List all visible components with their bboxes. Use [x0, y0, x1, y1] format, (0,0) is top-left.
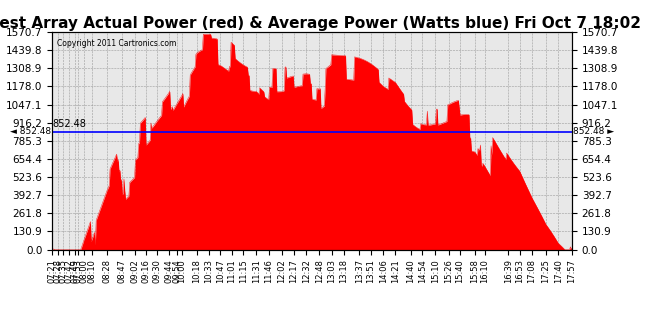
Text: Copyright 2011 Cartronics.com: Copyright 2011 Cartronics.com: [57, 38, 177, 48]
Text: 852.48: 852.48: [52, 119, 86, 129]
Text: 852.48 ►: 852.48 ►: [573, 127, 614, 136]
Title: West Array Actual Power (red) & Average Power (Watts blue) Fri Oct 7 18:02: West Array Actual Power (red) & Average …: [0, 16, 641, 31]
Text: ◄ 852.48: ◄ 852.48: [10, 127, 51, 136]
